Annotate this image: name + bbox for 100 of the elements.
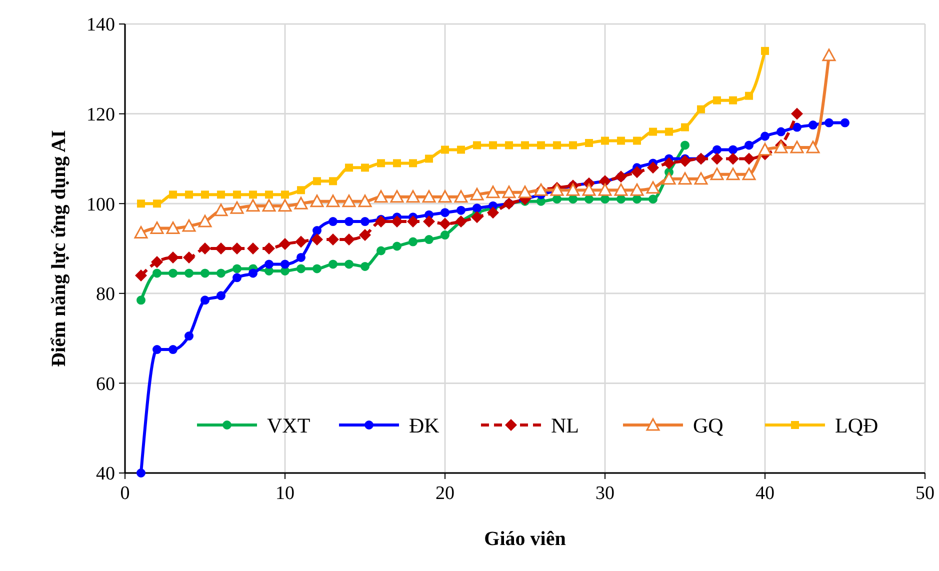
point [167, 251, 179, 264]
point [744, 140, 754, 150]
point [648, 194, 658, 204]
point [151, 256, 163, 268]
point [216, 291, 226, 300]
point [824, 118, 834, 128]
point [168, 345, 178, 354]
point [264, 260, 274, 269]
point [790, 140, 804, 154]
point [808, 120, 818, 130]
point [647, 162, 659, 174]
x-tick-label: 10 [276, 483, 294, 504]
point [617, 136, 625, 145]
point [726, 168, 740, 180]
point [201, 190, 209, 199]
point [136, 468, 146, 478]
point [329, 177, 337, 186]
x-tick-label: 0 [120, 483, 130, 504]
x-tick-label: 20 [436, 483, 454, 504]
point [743, 152, 755, 165]
point [134, 226, 148, 239]
point [409, 159, 417, 168]
point [681, 123, 689, 132]
point [457, 146, 465, 154]
point [713, 96, 721, 104]
point [328, 217, 338, 226]
point [710, 168, 724, 180]
point [633, 136, 641, 145]
point [263, 242, 275, 254]
legend-label: LQĐ [835, 413, 878, 438]
point [184, 332, 194, 341]
point [150, 222, 164, 234]
point [390, 190, 404, 203]
point [425, 154, 433, 163]
y-tick-label: 40 [96, 464, 115, 485]
point [487, 206, 499, 219]
point [472, 204, 482, 213]
point [232, 273, 242, 282]
point [198, 214, 212, 228]
point [584, 194, 594, 204]
point [392, 242, 402, 251]
point [359, 229, 371, 242]
point [649, 128, 657, 136]
point [360, 217, 370, 226]
point [537, 141, 545, 150]
point [662, 172, 676, 185]
point [792, 122, 802, 132]
point [694, 172, 708, 185]
point [247, 242, 259, 254]
legend-label: NL [551, 413, 579, 438]
point [294, 196, 308, 210]
point [518, 186, 532, 198]
y-axis-title: Điểm năng lực ứng dụng AI [48, 130, 70, 367]
point [295, 236, 307, 248]
point [135, 269, 147, 282]
point [566, 183, 580, 196]
point [502, 186, 516, 198]
point [279, 238, 291, 250]
point [374, 190, 388, 203]
point [327, 234, 339, 246]
point [712, 145, 722, 154]
point [231, 242, 243, 254]
point [377, 159, 385, 168]
point [471, 211, 483, 224]
point [182, 219, 196, 232]
point [358, 194, 372, 208]
point [344, 260, 354, 269]
point [454, 190, 468, 203]
point [680, 140, 690, 150]
point [375, 216, 387, 228]
point [630, 183, 644, 196]
point [552, 194, 562, 204]
point [246, 199, 260, 212]
point [312, 264, 322, 274]
point [297, 186, 305, 194]
point [582, 183, 596, 196]
x-tick-label: 50 [916, 483, 934, 504]
point [152, 268, 162, 278]
point [407, 216, 419, 228]
point [152, 345, 162, 354]
point [423, 216, 435, 228]
point [728, 145, 738, 154]
point [342, 194, 356, 208]
point [569, 141, 577, 150]
point [345, 164, 353, 172]
point [216, 268, 226, 278]
y-tick-label: 120 [86, 104, 115, 126]
point [470, 188, 484, 200]
point [697, 105, 705, 114]
legend-label: ĐK [409, 413, 440, 438]
x-axis-title: Giáo viên [484, 528, 566, 550]
point [296, 252, 306, 262]
point [761, 46, 769, 55]
point [553, 141, 561, 150]
point [153, 200, 161, 208]
point [663, 157, 675, 170]
point [840, 118, 850, 128]
point [391, 216, 403, 228]
x-tick-label: 40 [756, 483, 774, 504]
point [249, 190, 257, 199]
